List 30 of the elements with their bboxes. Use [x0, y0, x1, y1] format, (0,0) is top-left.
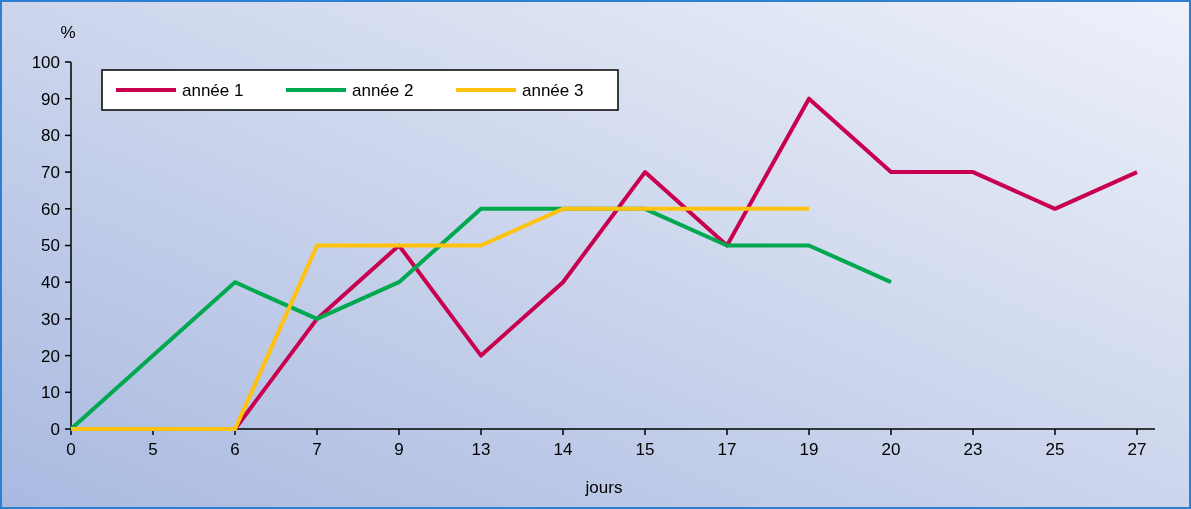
legend-label: année 1 [182, 80, 244, 100]
y-tick-label: 20 [41, 346, 60, 366]
y-tick-label: 100 [31, 52, 60, 72]
legend-label: année 2 [352, 80, 414, 100]
x-tick-label: 27 [1127, 440, 1147, 459]
y-tick-label: 80 [41, 126, 60, 146]
x-tick-label: 9 [394, 440, 404, 459]
y-tick-label: 50 [41, 236, 60, 256]
y-tick-label: 40 [41, 273, 60, 293]
x-tick-label: 6 [230, 440, 240, 459]
x-tick-label: 17 [717, 440, 737, 459]
legend-label: année 3 [522, 80, 584, 100]
x-tick-label: 5 [148, 440, 158, 459]
y-tick-label: 30 [41, 309, 60, 329]
y-axis-title: % [60, 23, 76, 42]
x-tick-label: 23 [963, 440, 983, 459]
x-tick-label: 19 [799, 440, 819, 459]
x-tick-label: 20 [881, 440, 901, 459]
x-axis-title: jours [584, 478, 623, 497]
x-tick-label: 7 [312, 440, 322, 459]
y-tick-label: 60 [41, 199, 60, 219]
y-tick-label: 10 [41, 383, 60, 403]
y-tick-label: 0 [50, 419, 60, 439]
x-tick-label: 15 [635, 440, 655, 459]
x-tick-label: 14 [553, 440, 573, 459]
x-tick-label: 13 [471, 440, 491, 459]
y-tick-label: 90 [41, 89, 60, 109]
x-tick-label: 25 [1045, 440, 1065, 459]
x-tick-label: 0 [66, 440, 76, 459]
y-tick-label: 70 [41, 163, 60, 183]
